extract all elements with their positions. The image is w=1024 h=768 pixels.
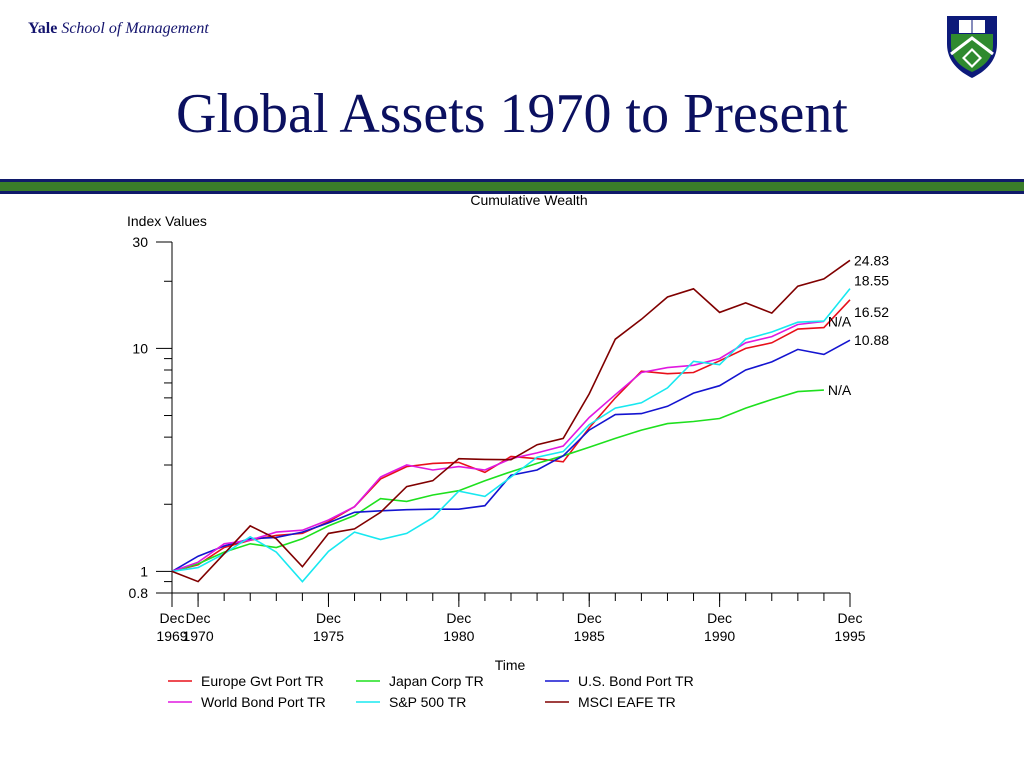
y-tick-label: 1 bbox=[140, 563, 148, 579]
series-end-label: 16.52 bbox=[854, 304, 889, 320]
x-tick-label: Dec 1969 bbox=[156, 610, 187, 644]
y-tick-label: 10 bbox=[132, 340, 148, 356]
series-end-label: 10.88 bbox=[854, 332, 889, 348]
y-tick-label: 30 bbox=[132, 234, 148, 250]
brand-text: Yale School of Management bbox=[28, 20, 209, 38]
series-end-label: N/A bbox=[828, 382, 852, 398]
legend-label: MSCI EAFE TR bbox=[578, 694, 676, 710]
x-tick-label: Dec 1985 bbox=[574, 610, 605, 644]
x-tick-label: Dec 1975 bbox=[313, 610, 344, 644]
cumulative-wealth-chart: Cumulative Wealth Index Values Time 3010… bbox=[127, 192, 889, 710]
series-line-0 bbox=[171, 299, 851, 573]
series-line-1 bbox=[171, 389, 824, 573]
legend-label: Europe Gvt Port TR bbox=[201, 673, 324, 689]
legend-label: S&P 500 TR bbox=[389, 694, 466, 710]
y-tick-label: 0.8 bbox=[129, 585, 149, 601]
legend-label: Japan Corp TR bbox=[389, 673, 484, 689]
series-lines bbox=[171, 259, 851, 583]
x-tick-label: Dec 1995 bbox=[834, 610, 865, 644]
series-end-label: 18.55 bbox=[854, 273, 889, 289]
brand-yale: Yale bbox=[28, 20, 58, 37]
header-divider-band bbox=[0, 179, 1024, 194]
legend-label: U.S. Bond Port TR bbox=[578, 673, 694, 689]
legend: Europe Gvt Port TR Japan Corp TR U.S. Bond… bbox=[168, 673, 694, 710]
series-line-2 bbox=[171, 339, 851, 573]
x-axis-label: Time bbox=[495, 657, 526, 673]
series-end-label: N/A bbox=[828, 314, 852, 330]
series-end-label: 24.83 bbox=[854, 252, 889, 268]
y-axis-label: Index Values bbox=[127, 213, 207, 229]
x-tick-label: Dec 1980 bbox=[443, 610, 474, 644]
series-line-4 bbox=[171, 288, 851, 583]
x-tick-label: Dec 1990 bbox=[704, 610, 735, 644]
series-line-5 bbox=[171, 259, 851, 583]
yale-shield-logo bbox=[947, 16, 997, 78]
brand-school: School of Management bbox=[61, 20, 209, 37]
chart-title: Cumulative Wealth bbox=[470, 192, 587, 208]
x-tick-label: Dec 1970 bbox=[182, 610, 213, 644]
series-line-3 bbox=[171, 320, 824, 573]
legend-label: World Bond Port TR bbox=[201, 694, 326, 710]
page-title: Global Assets 1970 to Present bbox=[176, 83, 848, 145]
